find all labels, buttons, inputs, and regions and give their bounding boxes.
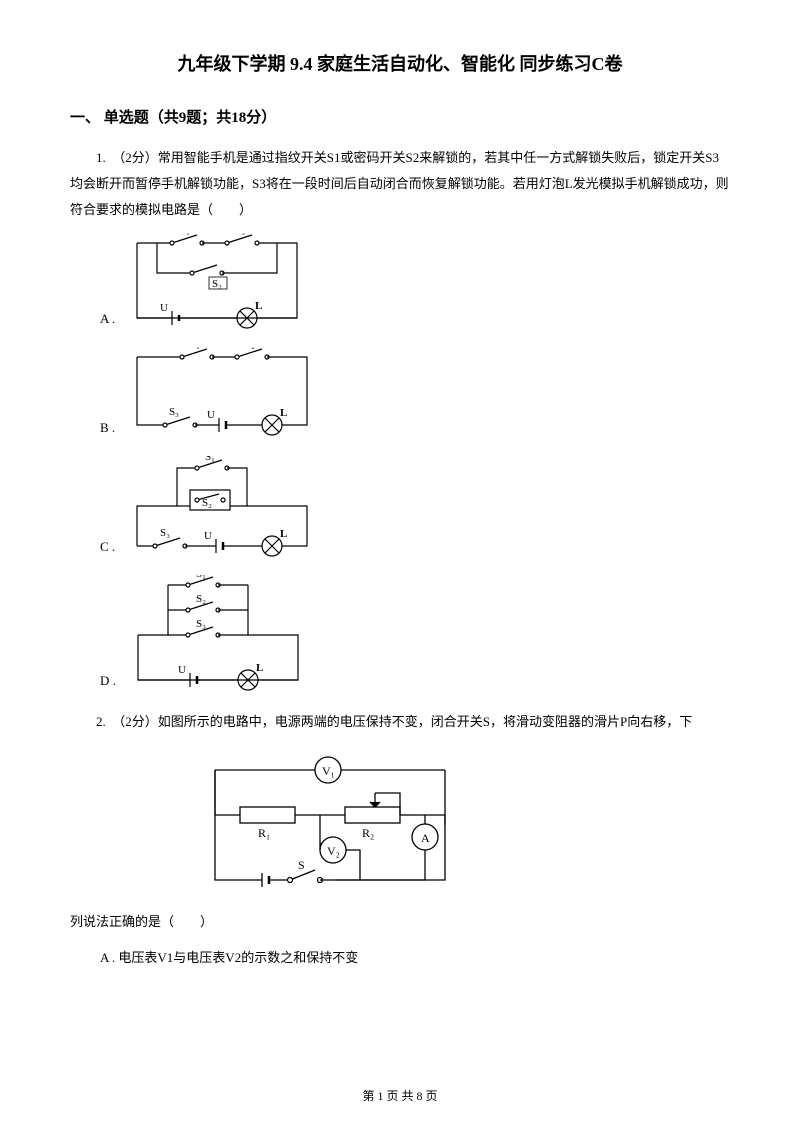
option-c-row: C . (70, 456, 730, 561)
svg-text:U: U (204, 530, 212, 542)
q2-option-a: A . 电压表V1与电压表V2的示数之和保持不变 (100, 945, 730, 971)
svg-text:V₂: V₂ (327, 844, 340, 858)
option-d-row: D . (70, 575, 730, 695)
question-2-text-pre: 2. （2分）如图所示的电路中，电源两端的电压保持不变，闭合开关S，将滑动变阻器… (70, 709, 730, 735)
option-c-label: C . (100, 539, 115, 561)
circuit-b: S₁ S₂ S₃ U L (127, 347, 317, 442)
svg-text:S₂: S₂ (196, 593, 206, 605)
section-heading: 一、 单选题（共9题；共18分） (70, 106, 730, 127)
svg-text:R₂: R₂ (362, 826, 374, 840)
svg-text:L: L (280, 528, 287, 540)
option-a-row: A . (70, 233, 730, 333)
question-2-figure-row: V₁ V₂ A R₁ R₂ S (70, 745, 730, 895)
svg-text:R₁: R₁ (258, 826, 270, 840)
svg-text:S₃: S₃ (235, 233, 245, 236)
svg-text:S₁: S₁ (180, 233, 190, 236)
option-d-label: D . (100, 673, 116, 695)
svg-text:L: L (280, 407, 287, 419)
option-b-label: B . (100, 420, 115, 442)
svg-text:S₂: S₂ (212, 278, 222, 290)
page-title: 九年级下学期 9.4 家庭生活自动化、智能化 同步练习C卷 (70, 50, 730, 76)
question-2-text-after: 列说法正确的是（ ） (70, 909, 730, 935)
question-1-text: 1. （2分）常用智能手机是通过指纹开关S1或密码开关S2来解锁的，若其中任一方… (70, 145, 730, 223)
svg-text:S₂: S₂ (245, 347, 255, 350)
svg-text:S₁: S₁ (190, 347, 200, 350)
circuit-c: S₁ S₂ S₃ U L (127, 456, 317, 561)
svg-text:S₃: S₃ (169, 406, 179, 418)
circuit-d: S₁ S₂ S₃ U L (128, 575, 308, 695)
svg-text:U: U (178, 664, 186, 676)
svg-text:S: S (298, 858, 305, 872)
circuit-q2: V₁ V₂ A R₁ R₂ S (200, 745, 460, 895)
svg-text:S₃: S₃ (196, 618, 206, 630)
svg-text:V₁: V₁ (322, 764, 335, 778)
svg-text:S₁: S₁ (196, 575, 206, 580)
svg-text:S₂: S₂ (202, 497, 212, 509)
svg-text:A: A (421, 831, 430, 845)
option-a-label: A . (100, 311, 115, 333)
svg-text:U: U (160, 302, 168, 314)
page-footer: 第 1 页 共 8 页 (0, 1087, 800, 1104)
svg-text:L: L (256, 662, 263, 674)
circuit-a: S₁ S₃ S₂ U L (127, 233, 307, 333)
svg-text:L: L (255, 300, 262, 312)
svg-text:S₁: S₁ (205, 456, 215, 463)
option-b-row: B . (70, 347, 730, 442)
svg-text:U: U (207, 409, 215, 421)
svg-text:S₃: S₃ (160, 527, 170, 539)
